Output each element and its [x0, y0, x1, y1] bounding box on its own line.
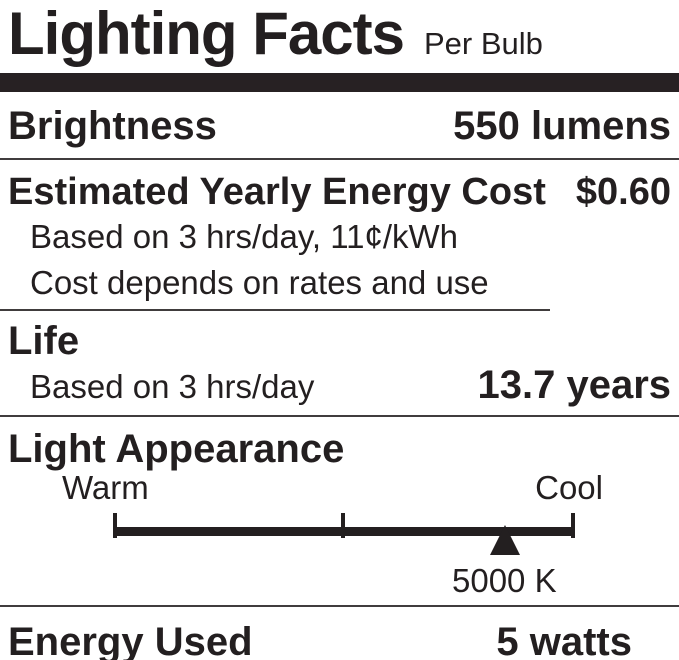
brightness-value: 550 lumens: [453, 104, 671, 148]
divider: [0, 158, 679, 160]
scale-marker-triangle-icon: [490, 525, 521, 555]
energy-cost-section: Estimated Yearly Energy Cost $0.60 Based…: [0, 160, 679, 311]
scale-tick-right: [571, 513, 575, 538]
energy-cost-label: Estimated Yearly Energy Cost: [8, 171, 546, 213]
warm-label: Warm: [62, 469, 149, 506]
energy-cost-disclaimer: Cost depends on rates and use: [30, 264, 489, 301]
warm-cool-row: Warm Cool: [0, 471, 679, 505]
divider: [0, 605, 679, 607]
energy-cost-row: Estimated Yearly Energy Cost $0.60: [0, 160, 679, 214]
title-row: Lighting Facts Per Bulb: [0, 0, 679, 73]
life-label: Life: [8, 319, 80, 363]
life-value: 13.7 years: [477, 363, 671, 407]
divider: [0, 415, 679, 417]
energy-used-value: 5 watts: [496, 620, 632, 660]
color-temperature-value: 5000 K: [452, 562, 557, 599]
label-title: Lighting Facts: [8, 0, 405, 67]
energy-cost-basis: Based on 3 hrs/day, 11¢/kWh: [30, 218, 459, 255]
life-basis: Based on 3 hrs/day: [30, 368, 315, 405]
cool-label: Cool: [535, 469, 603, 506]
color-temp-scale: [0, 505, 679, 561]
partial-divider: [0, 309, 550, 311]
energy-used-label: Energy Used: [8, 620, 253, 660]
title-divider-bar: [0, 73, 679, 92]
per-bulb-qualifier: Per Bulb: [423, 26, 543, 61]
light-appearance-label: Light Appearance: [8, 427, 345, 471]
life-section: Life Based on 3 hrs/day 13.7 years: [0, 311, 679, 415]
scale-bar: [115, 527, 575, 536]
scale-tick-left: [113, 513, 117, 538]
scale-tick-middle: [341, 513, 345, 538]
life-row: Based on 3 hrs/day 13.7 years: [0, 363, 679, 415]
brightness-label: Brightness: [8, 104, 217, 148]
brightness-row: Brightness 550 lumens: [0, 92, 679, 158]
energy-used-row: Energy Used 5 watts: [0, 607, 679, 660]
energy-cost-value: $0.60: [575, 171, 671, 213]
light-appearance-section: Light Appearance Warm Cool 5000 K: [0, 417, 679, 605]
